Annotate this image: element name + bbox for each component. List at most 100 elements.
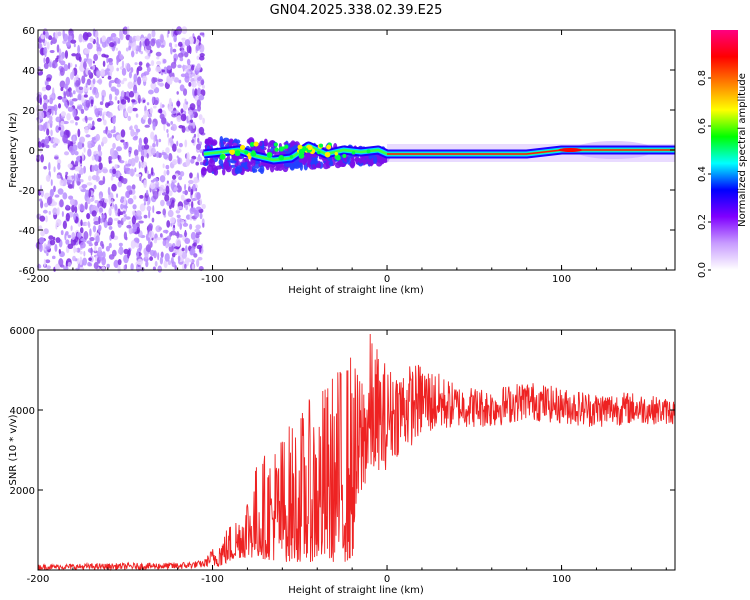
spectrogram-cell (153, 250, 157, 259)
spectrogram-cell (78, 33, 83, 43)
spectrogram-cell (96, 43, 101, 50)
spectrogram-cell (79, 256, 83, 266)
spectrogram-cell (47, 105, 53, 109)
spectrogram-cell (143, 214, 148, 219)
spectrogram-cell (155, 66, 162, 73)
spectrogram-cell (117, 249, 121, 254)
spectrogram-cell (183, 231, 188, 237)
spectrogram-cell (193, 239, 198, 244)
spectrogram-cell (170, 230, 177, 236)
spectrogram-cell (199, 212, 203, 220)
spectrogram-cell (187, 259, 193, 263)
spectrogram-cell (50, 189, 55, 196)
spectrogram-cell (150, 167, 154, 176)
y-tick-label: 0 (29, 146, 35, 157)
spectrogram-cell (124, 167, 130, 172)
spectrogram-cell (186, 64, 191, 70)
spectrogram-cell (67, 106, 74, 112)
spectrogram-cell (126, 185, 132, 191)
spectrogram-cell (184, 237, 191, 244)
spectrogram-cell (107, 111, 113, 119)
spectrogram-cell (146, 170, 149, 175)
spectrogram-cell (178, 205, 183, 209)
spectrogram-cell (186, 58, 191, 66)
spectrogram-cell (196, 143, 202, 150)
spectrogram-cell (98, 162, 103, 170)
spectrogram-cell (109, 70, 113, 77)
spectrogram-cell (117, 220, 122, 225)
spectrogram-cell (78, 233, 81, 239)
spectrogram-cell (236, 159, 240, 166)
spectrogram-cell (67, 163, 73, 169)
spectrogram-cell (81, 94, 85, 104)
spectrogram-cell (166, 180, 169, 184)
spectrogram-cell (129, 168, 135, 177)
spectrogram-cell (196, 258, 200, 268)
spectrogram-cell (90, 99, 94, 105)
spectrogram-cell (151, 29, 156, 38)
spectrogram-cell (41, 47, 44, 56)
spectrogram-cell (178, 124, 184, 129)
spectrogram-cell (59, 67, 65, 76)
spectrogram-cell (191, 64, 195, 71)
spectrogram-cell (95, 235, 100, 244)
spectrogram-cell (235, 139, 241, 144)
spectrogram-cell (77, 44, 81, 54)
spectrogram-cell (201, 168, 208, 172)
spectrogram-cell (193, 176, 199, 184)
spectrogram-cell (94, 30, 99, 39)
colorbar-tick-label: 0.4 (697, 166, 708, 182)
spectrogram-cell (63, 91, 67, 99)
spectrogram-cell (173, 224, 176, 228)
spectrogram-cell (107, 57, 113, 63)
spectrogram-cell (91, 210, 97, 217)
spectrogram-cell (75, 121, 78, 126)
spectrogram-cell (124, 96, 129, 100)
spectrogram-cell (50, 40, 53, 45)
spectrogram-cell (134, 124, 139, 130)
spectrogram-cell (146, 201, 150, 206)
spectrogram-cell (176, 91, 179, 95)
spectrogram-cell (235, 165, 243, 174)
spectrogram-cell (130, 239, 136, 249)
spectrogram-cell (76, 105, 81, 110)
spectrogram-cell (110, 175, 114, 181)
spectrogram-xlabel: Height of straight line (km) (288, 285, 424, 296)
spectrogram-cell (122, 77, 128, 82)
spectrogram-cell (101, 35, 107, 43)
spectrogram-peak (251, 150, 256, 155)
spectrogram-cell (157, 252, 160, 261)
spectrogram-cell (177, 52, 184, 58)
spectrogram-cell (65, 231, 69, 236)
spectrogram-cell (228, 138, 234, 143)
spectrogram-cell (138, 242, 143, 251)
spectrogram-cell (138, 161, 141, 169)
spectrogram-cell (170, 76, 175, 81)
spectrogram-cell (102, 60, 106, 67)
spectrogram-peak (558, 148, 583, 152)
spectrogram-cell (87, 197, 91, 205)
spectrogram-cell (304, 155, 312, 164)
spectrogram-cell (144, 38, 150, 47)
spectrogram-cell (46, 252, 49, 257)
spectrogram-cell (153, 105, 157, 109)
spectrogram-cell (130, 128, 135, 137)
spectrogram-cell (133, 73, 138, 83)
spectrogram-cell (134, 62, 138, 66)
spectrogram-cell (38, 198, 43, 202)
spectrogram-cell (55, 219, 62, 227)
spectrogram-cell (143, 137, 149, 145)
spectrogram-cell (178, 79, 182, 84)
spectrogram-cell (128, 189, 133, 195)
spectrogram-cell (166, 169, 170, 176)
colorbar-label: Normalized spectral amplitude (737, 73, 748, 227)
spectrogram-cell (59, 199, 64, 208)
spectrogram-cell (131, 210, 136, 216)
spectrogram-cell (45, 77, 52, 82)
spectrogram-cell (116, 79, 121, 85)
spectrogram-cell (142, 99, 146, 103)
spectrogram-cell (86, 182, 93, 186)
spectrogram-cell (167, 209, 174, 218)
spectrogram-cell (82, 31, 89, 41)
spectrogram-cell (58, 48, 62, 57)
